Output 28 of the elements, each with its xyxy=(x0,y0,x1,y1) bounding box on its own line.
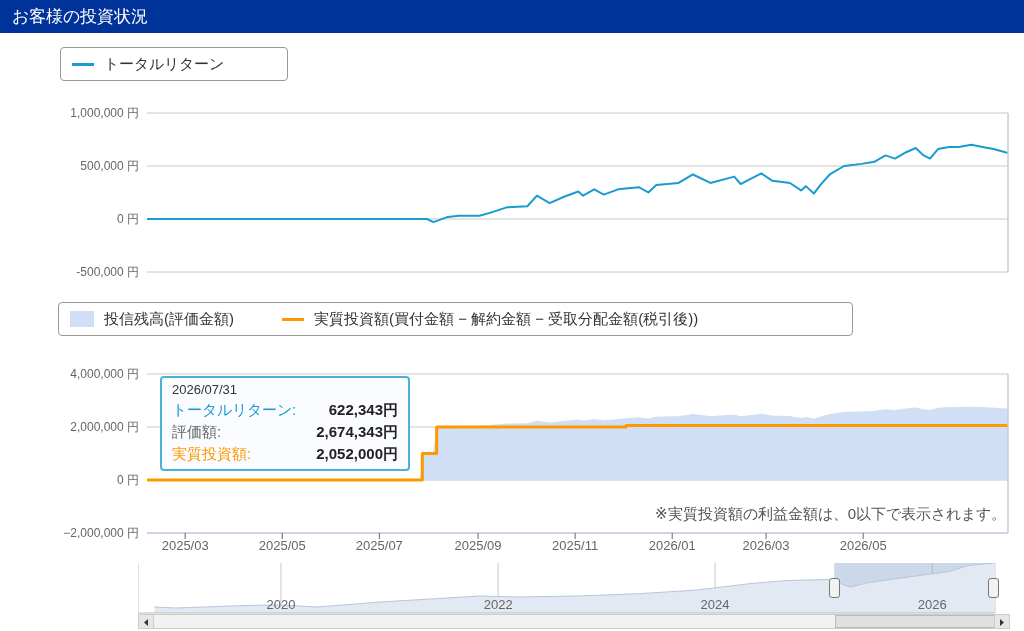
y-tick-label: -500,000 円 xyxy=(76,265,139,280)
annotation: ※実質投資額の利益金額は、0以下で表示されます。 xyxy=(655,505,1006,524)
x-tick-label: 2025/07 xyxy=(355,538,403,554)
annotation: 2026/07/31 xyxy=(172,382,239,397)
y-tick-label: 2,000,000 円 xyxy=(70,420,139,435)
x-tick-label: 2024 xyxy=(700,597,730,612)
y-tick-label: 0 円 xyxy=(116,473,139,488)
x-tick-label: 2026/03 xyxy=(742,538,790,554)
line-series xyxy=(147,143,1008,224)
x-tick-label: 2020 xyxy=(266,597,296,612)
legend-label: 投信残高(評価金額) xyxy=(104,309,234,329)
x-tick-label: 2025/11 xyxy=(552,538,599,554)
tooltip-box: 2026/07/31 トータルリターン: 622,343円 評価額: 2,674,343円 実質投資額: 2,052,000円 xyxy=(160,376,410,471)
x-tick-label: 2026/05 xyxy=(839,538,887,554)
x-tick-label: 2022 xyxy=(483,597,513,612)
chart-title: お客様の投資状況 xyxy=(0,0,1024,33)
legend-label: トータルリターン xyxy=(104,54,224,74)
x-tick-label: 2025/05 xyxy=(258,538,306,554)
x-tick-label: 2026/01 xyxy=(648,538,696,554)
y-tick-label: 500,000 円 xyxy=(80,159,139,174)
legend-label: 実質投資額(買付金額 − 解約金額 − 受取分配金額(税引後)) xyxy=(314,309,699,329)
y-tick-label: 4,000,000 円 xyxy=(70,367,139,382)
x-tick-label: 2025/03 xyxy=(161,538,209,554)
y-tick-label: 1,000,000 円 xyxy=(70,106,139,121)
x-tick-label: 2025/09 xyxy=(454,538,502,554)
y-tick-label: −2,000,000 円 xyxy=(63,526,139,541)
y-tick-label: 0 円 xyxy=(116,212,139,227)
x-tick-label: 2026 xyxy=(917,597,947,612)
